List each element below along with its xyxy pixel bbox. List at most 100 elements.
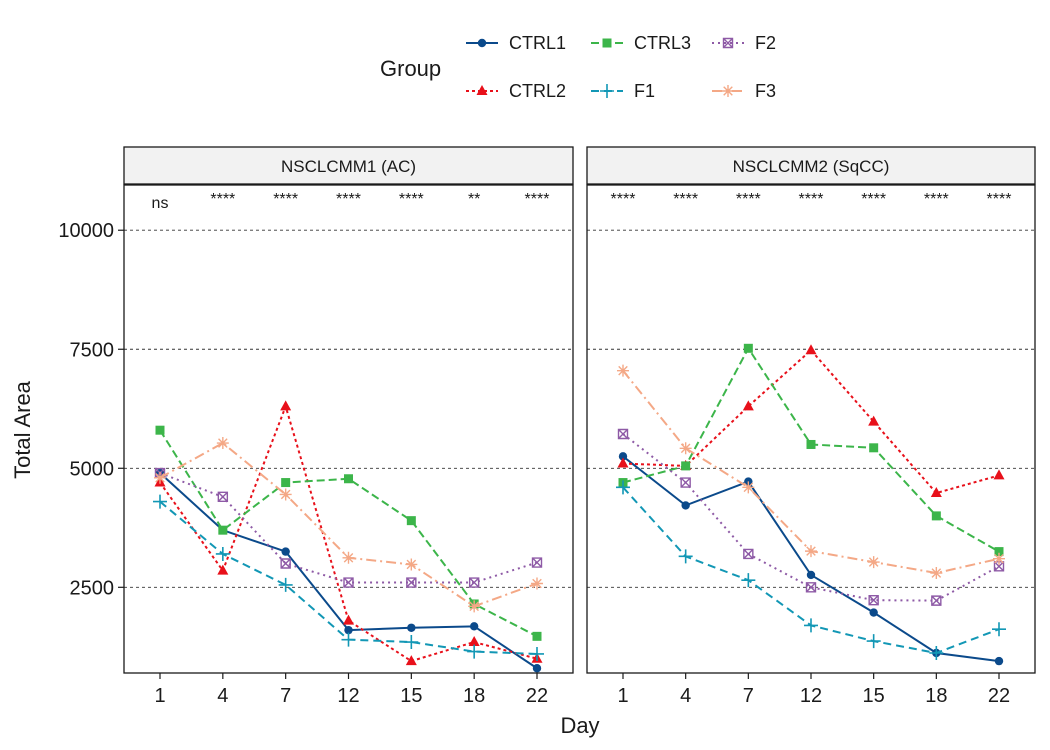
significance-label: **** bbox=[273, 191, 298, 208]
legend-key-marker bbox=[602, 38, 612, 48]
x-tick-label: 12 bbox=[337, 685, 359, 707]
x-tick-label: 7 bbox=[743, 685, 754, 707]
data-point bbox=[468, 636, 480, 647]
significance-label: **** bbox=[924, 191, 949, 208]
data-point bbox=[805, 545, 817, 558]
significance-label: ns bbox=[152, 195, 169, 212]
data-point bbox=[280, 558, 291, 569]
legend-entry-f2: F2 bbox=[712, 33, 776, 53]
series-f1 bbox=[616, 480, 1006, 661]
data-point bbox=[617, 364, 629, 377]
series-f3 bbox=[617, 364, 1005, 580]
data-point bbox=[678, 549, 693, 564]
data-point bbox=[867, 556, 880, 569]
legend-key-marker bbox=[476, 85, 488, 95]
series-line bbox=[622, 348, 1000, 495]
data-point bbox=[616, 480, 630, 495]
data-point bbox=[680, 477, 691, 488]
x-axis-title: Day bbox=[560, 713, 599, 738]
x-tick-label: 15 bbox=[400, 685, 422, 707]
data-point bbox=[468, 577, 480, 588]
legend-label: F1 bbox=[634, 81, 655, 101]
legend-label: F2 bbox=[755, 33, 776, 53]
chart-panels: NSCLCMM1 (AC)ns **** **** **** **** ** ****1 4 7… bbox=[123, 146, 1036, 707]
significance-label: **** bbox=[736, 191, 761, 208]
data-point bbox=[532, 631, 542, 641]
panel-strip bbox=[586, 146, 1036, 185]
data-point bbox=[278, 577, 293, 592]
data-point bbox=[741, 573, 756, 588]
panel-1: NSCLCMM1 (AC)ns **** **** **** **** ** ****1 4 7… bbox=[123, 146, 574, 707]
legend-entry-f1: F1 bbox=[591, 81, 655, 101]
legend-entry-ctrl2: CTRL2 bbox=[466, 81, 566, 101]
series-f2 bbox=[154, 467, 543, 588]
data-point bbox=[468, 600, 481, 613]
significance-label: **** bbox=[861, 191, 886, 208]
x-tick-label: 4 bbox=[217, 685, 228, 707]
legend-label: CTRL3 bbox=[634, 33, 691, 53]
data-point bbox=[742, 400, 754, 411]
data-point bbox=[869, 608, 878, 617]
series-line bbox=[622, 370, 1000, 575]
panel-2: NSCLCMM2 (SqCC) **** **** **** **** **** **** *… bbox=[586, 146, 1036, 707]
data-point bbox=[617, 428, 629, 440]
data-point bbox=[344, 625, 353, 635]
significance-label: **** bbox=[799, 191, 824, 208]
data-point bbox=[343, 577, 354, 588]
panel-border bbox=[123, 184, 574, 674]
data-point bbox=[743, 548, 754, 560]
y-tick-label: 7500 bbox=[70, 339, 115, 361]
series-line bbox=[622, 346, 1000, 553]
panel-border bbox=[586, 184, 1036, 674]
series-ctrl2 bbox=[154, 400, 543, 666]
data-point bbox=[994, 547, 1004, 557]
data-point bbox=[806, 570, 816, 580]
x-tick-label: 1 bbox=[617, 685, 628, 707]
legend: Group CTRL1 CTRL3 F2 CTRL2 F1 F3 bbox=[380, 33, 776, 101]
data-point bbox=[993, 552, 1005, 565]
data-point bbox=[994, 656, 1004, 666]
data-point bbox=[531, 557, 543, 568]
data-point bbox=[217, 564, 229, 575]
legend-entry-f3: F3 bbox=[712, 81, 776, 101]
y-tick-label: 2500 bbox=[70, 577, 115, 599]
data-point bbox=[469, 622, 479, 631]
legend-key-marker bbox=[722, 85, 734, 97]
data-point bbox=[617, 457, 629, 468]
data-point bbox=[805, 344, 817, 355]
data-point bbox=[931, 511, 941, 521]
significance-label: **** bbox=[673, 191, 698, 208]
data-point bbox=[154, 471, 166, 484]
legend-label: F3 bbox=[755, 81, 776, 101]
data-point bbox=[806, 439, 816, 449]
significance-label: **** bbox=[399, 191, 424, 208]
x-tick-label: 18 bbox=[463, 685, 485, 707]
y-tick-label: 5000 bbox=[70, 458, 115, 480]
data-point bbox=[216, 437, 229, 450]
series-ctrl3 bbox=[155, 425, 542, 641]
data-point bbox=[532, 664, 542, 673]
series-ctrl3 bbox=[618, 343, 1004, 557]
significance-label: **** bbox=[525, 191, 550, 208]
significance-label: **** bbox=[336, 191, 361, 208]
data-point bbox=[929, 646, 944, 661]
panel-strip bbox=[123, 146, 574, 185]
series-ctrl1 bbox=[618, 452, 1004, 666]
data-point bbox=[868, 415, 880, 426]
y-tick-label: 10000 bbox=[58, 220, 114, 242]
data-point bbox=[281, 478, 291, 488]
data-point bbox=[742, 481, 755, 494]
x-tick-label: 4 bbox=[680, 685, 691, 707]
significance-label: **** bbox=[987, 191, 1012, 208]
data-point bbox=[467, 644, 482, 659]
data-point bbox=[406, 516, 416, 526]
x-tick-label: 7 bbox=[280, 685, 291, 707]
x-tick-label: 22 bbox=[988, 685, 1010, 707]
data-point bbox=[681, 501, 690, 510]
series-f2 bbox=[617, 428, 1005, 606]
x-tick-label: 18 bbox=[925, 685, 947, 707]
legend-entry-ctrl1: CTRL1 bbox=[466, 33, 566, 53]
data-point bbox=[743, 343, 753, 353]
series-line bbox=[159, 472, 538, 584]
data-point bbox=[343, 614, 354, 625]
